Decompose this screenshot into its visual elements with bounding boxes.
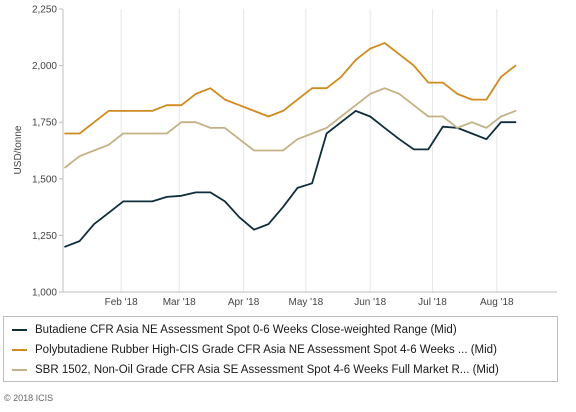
legend: Butadiene CFR Asia NE Assessment Spot 0-… <box>3 316 558 382</box>
legend-item-polybutadiene[interactable]: Polybutadiene Rubber High-CIS Grade CFR … <box>12 341 497 359</box>
y-axis-title: USD/tonne <box>13 125 24 174</box>
legend-swatch <box>12 329 27 331</box>
axes: Feb '18 Mar '18 Apr '18 May '18 Jun '18 Jul '… <box>32 5 557 308</box>
y-tick-label: 2,000 <box>32 61 57 72</box>
legend-swatch <box>12 369 27 371</box>
legend-label: Polybutadiene Rubber High-CIS Grade CFR … <box>35 344 497 356</box>
x-tick-label: May '18 <box>288 297 323 308</box>
series-line-polybutadiene[interactable] <box>64 42 517 135</box>
legend-item-butadiene[interactable]: Butadiene CFR Asia NE Assessment Spot 0-… <box>12 321 457 339</box>
y-tick-label: 1,750 <box>32 118 57 129</box>
y-tick-label: 1,250 <box>32 231 57 242</box>
grid <box>120 9 498 292</box>
legend-label: Butadiene CFR Asia NE Assessment Spot 0-… <box>35 324 457 336</box>
x-tick-label: Jun '18 <box>354 297 386 308</box>
series-group <box>64 42 517 248</box>
copyright-notice: © 2018 ICIS <box>4 393 54 403</box>
x-tick-label: Apr '18 <box>228 297 260 308</box>
x-tick-label: Aug '18 <box>480 297 514 308</box>
plot-area <box>63 9 557 292</box>
series-line-sbr-1502[interactable] <box>64 87 517 169</box>
x-tick-label: Mar '18 <box>163 297 196 308</box>
x-tick-label: Feb '18 <box>105 297 138 308</box>
x-tick-label: Jul '18 <box>418 297 447 308</box>
legend-label: SBR 1502, Non-Oil Grade CFR Asia SE Asse… <box>35 364 499 376</box>
series-line-butadiene[interactable] <box>64 110 517 248</box>
y-tick-label: 1,500 <box>32 174 57 185</box>
legend-item-sbr-1502[interactable]: SBR 1502, Non-Oil Grade CFR Asia SE Asse… <box>12 361 499 379</box>
y-tick-label: 2,250 <box>32 5 57 16</box>
legend-swatch <box>12 349 27 351</box>
y-tick-label: 1,000 <box>32 288 57 299</box>
